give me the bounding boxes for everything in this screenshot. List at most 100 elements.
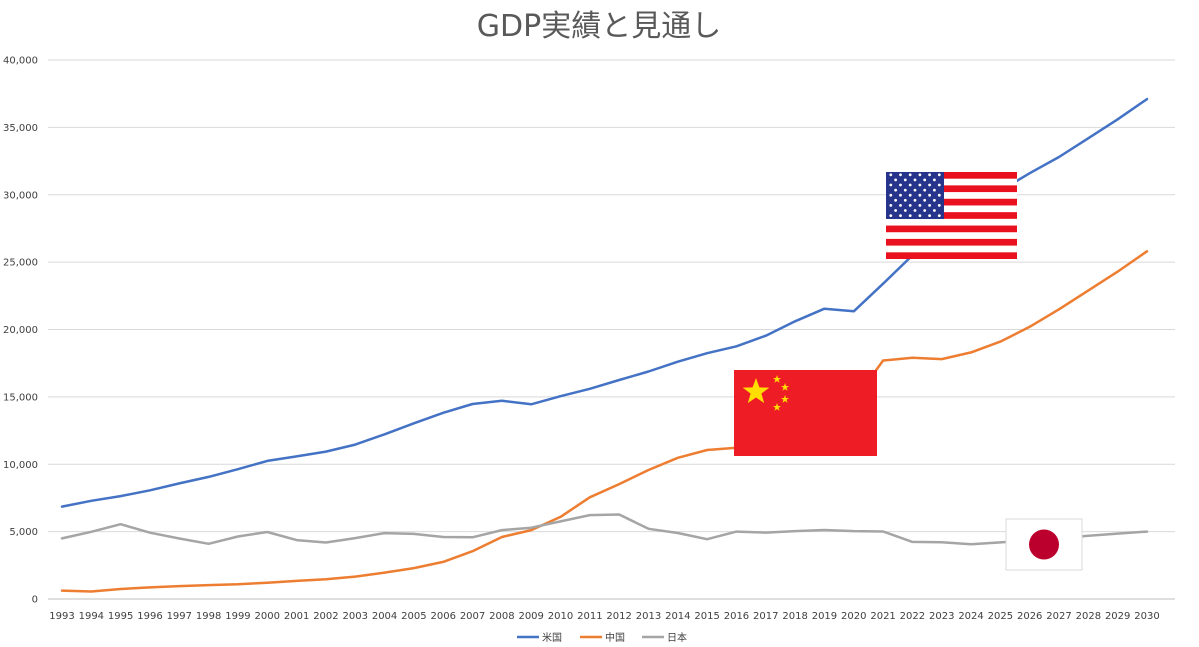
x-tick-label: 2018 bbox=[782, 611, 807, 622]
us-flag-star bbox=[937, 173, 941, 177]
us-flag-star bbox=[928, 193, 931, 197]
us-flag-star bbox=[928, 214, 931, 217]
x-tick-label: 1999 bbox=[225, 611, 250, 622]
y-tick-label: 15,000 bbox=[3, 392, 38, 403]
china-flag-small-star bbox=[781, 383, 789, 391]
y-tick-label: 20,000 bbox=[3, 325, 38, 336]
x-tick-label: 2021 bbox=[870, 611, 895, 622]
x-tick-label: 2007 bbox=[460, 611, 485, 622]
us-flag-stripes bbox=[886, 172, 1017, 259]
us-flag-star bbox=[923, 198, 927, 202]
y-tick-label: 10,000 bbox=[3, 460, 38, 471]
us-flag-star bbox=[928, 204, 931, 207]
us-flag-star bbox=[913, 209, 917, 212]
us-flag-star bbox=[889, 204, 893, 207]
us-flag-star bbox=[894, 188, 897, 192]
y-tick-label: 30,000 bbox=[3, 190, 38, 201]
x-axis-ticks: 1993 1994 1995 1996 1997 1998 1999 2000 2001 2002… bbox=[49, 611, 1159, 622]
x-tick-label: 2024 bbox=[958, 611, 983, 622]
us-flag-star bbox=[899, 183, 902, 187]
us-flag-star bbox=[889, 193, 893, 197]
chart-title: GDP実績と見通し bbox=[477, 9, 721, 44]
x-tick-label: 2003 bbox=[343, 611, 368, 622]
us-flag-star bbox=[903, 188, 907, 192]
japan-flag-icon bbox=[1005, 518, 1083, 571]
x-tick-label: 2008 bbox=[489, 611, 514, 622]
china-flag-icon bbox=[734, 370, 877, 456]
us-flag-star bbox=[913, 198, 917, 202]
y-tick-label: 40,000 bbox=[3, 56, 38, 67]
x-tick-label: 2029 bbox=[1105, 611, 1130, 622]
us-flag-star bbox=[918, 183, 922, 187]
us-flag-star bbox=[908, 183, 912, 187]
us-flag-star bbox=[937, 193, 941, 197]
x-tick-label: 2028 bbox=[1076, 611, 1101, 622]
us-flag-star bbox=[933, 178, 936, 182]
us-flag-star bbox=[889, 183, 893, 187]
x-tick-label: 2013 bbox=[636, 611, 661, 622]
x-tick-label: 2025 bbox=[988, 611, 1013, 622]
x-tick-label: 1996 bbox=[137, 611, 162, 622]
us-flag-star bbox=[903, 209, 907, 212]
us-flag-red-stripe bbox=[886, 198, 1017, 206]
us-flag-star bbox=[918, 173, 922, 177]
x-tick-label: 2006 bbox=[430, 611, 455, 622]
us-flag-red-stripe bbox=[886, 225, 1017, 233]
us-flag-red-stripe bbox=[886, 238, 1017, 246]
us-flag-icon bbox=[886, 172, 1017, 259]
legend-label: 日本 bbox=[667, 631, 687, 644]
china-flag-small-star bbox=[781, 395, 789, 403]
x-tick-label: 2030 bbox=[1134, 611, 1159, 622]
x-tick-label: 1994 bbox=[79, 611, 104, 622]
x-tick-label: 2001 bbox=[284, 611, 309, 622]
x-tick-label: 2026 bbox=[1017, 611, 1042, 622]
us-flag-star bbox=[937, 183, 941, 187]
us-flag-star bbox=[889, 173, 893, 177]
us-flag-star bbox=[933, 198, 936, 202]
us-flag-stars bbox=[889, 173, 941, 217]
x-tick-label: 2020 bbox=[841, 611, 866, 622]
us-flag-star bbox=[908, 204, 912, 207]
us-flag-star bbox=[937, 214, 941, 217]
series-line-日本 bbox=[60, 513, 1149, 546]
us-flag-star bbox=[928, 173, 931, 177]
us-flag-star bbox=[903, 178, 907, 182]
us-flag-star bbox=[918, 204, 922, 207]
y-axis-ticks: 0 5,000 10,000 15,000 20,000 25,000 30,000 35,0… bbox=[3, 56, 38, 606]
x-tick-label: 2022 bbox=[900, 611, 925, 622]
us-flag-red-stripe bbox=[886, 212, 1017, 219]
us-flag-red-stripe bbox=[886, 172, 1017, 179]
us-flag-star bbox=[918, 193, 922, 197]
us-flag-star bbox=[899, 173, 902, 177]
y-tick-label: 35,000 bbox=[3, 123, 38, 134]
x-tick-label: 2016 bbox=[724, 611, 749, 622]
us-flag-star bbox=[923, 188, 927, 192]
us-flag-star bbox=[923, 178, 927, 182]
x-tick-label: 2023 bbox=[929, 611, 954, 622]
us-flag-red-stripe bbox=[886, 185, 1017, 193]
x-tick-label: 2005 bbox=[401, 611, 426, 622]
us-flag-star bbox=[908, 173, 912, 177]
us-flag-star bbox=[928, 183, 931, 187]
china-flag-big-star bbox=[742, 378, 770, 404]
china-flag-small-star bbox=[773, 375, 781, 383]
y-tick-label: 0 bbox=[32, 595, 38, 606]
legend-label: 米国 bbox=[542, 631, 562, 644]
x-tick-label: 2000 bbox=[255, 611, 280, 622]
x-tick-label: 2027 bbox=[1046, 611, 1071, 622]
x-tick-label: 2019 bbox=[812, 611, 837, 622]
japan-flag-disc bbox=[1029, 529, 1059, 560]
x-tick-label: 2015 bbox=[694, 611, 719, 622]
us-flag-star bbox=[899, 214, 902, 217]
us-flag-star bbox=[918, 214, 922, 217]
us-flag-red-stripe bbox=[886, 252, 1017, 259]
y-tick-label: 5,000 bbox=[9, 527, 38, 538]
legend: 米国 中国 日本 bbox=[517, 631, 687, 644]
y-tick-label: 25,000 bbox=[3, 258, 38, 269]
us-flag-star bbox=[913, 188, 917, 192]
x-tick-label: 2004 bbox=[372, 611, 397, 622]
x-tick-label: 1993 bbox=[49, 611, 74, 622]
x-tick-label: 1998 bbox=[196, 611, 221, 622]
x-tick-label: 2012 bbox=[606, 611, 631, 622]
